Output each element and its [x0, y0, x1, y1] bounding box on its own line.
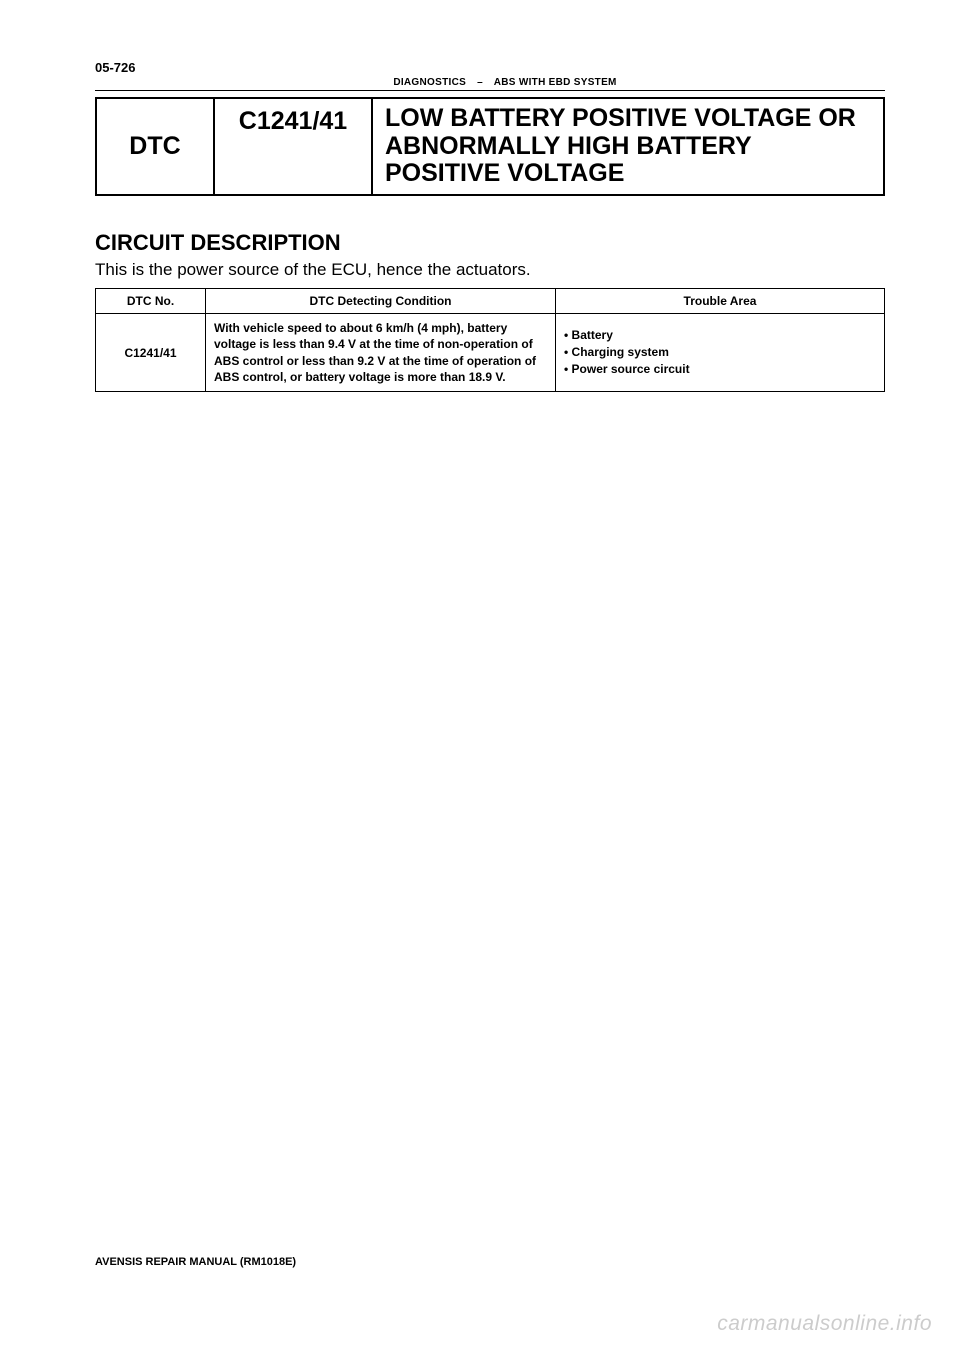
th-trouble-area: Trouble Area: [556, 288, 885, 314]
dtc-title-box: DTC C1241/41 LOW BATTERY POSITIVE VOLTAG…: [95, 97, 885, 196]
td-condition: With vehicle speed to about 6 km/h (4 mp…: [206, 314, 556, 392]
dtc-title-cell: LOW BATTERY POSITIVE VOLTAGE OR ABNORMAL…: [373, 99, 883, 194]
header-left-text: DIAGNOSTICS: [393, 77, 466, 88]
th-dtc-no: DTC No.: [96, 288, 206, 314]
header-dash: –: [477, 77, 483, 88]
page-header: 05-726 DIAGNOSTICS – ABS WITH EBD SYSTEM: [95, 60, 885, 91]
th-detecting-condition: DTC Detecting Condition: [206, 288, 556, 314]
dtc-code-cell: C1241/41: [215, 99, 373, 194]
table-header-row: DTC No. DTC Detecting Condition Trouble …: [96, 288, 885, 314]
area-item: • Power source circuit: [564, 361, 876, 378]
area-item: • Charging system: [564, 344, 876, 361]
footer-text: AVENSIS REPAIR MANUAL (RM1018E): [95, 1256, 296, 1268]
table-row: C1241/41 With vehicle speed to about 6 k…: [96, 314, 885, 392]
td-dtc-no: C1241/41: [96, 314, 206, 392]
area-item: • Battery: [564, 327, 876, 344]
dtc-label-cell: DTC: [97, 99, 215, 194]
section-heading: CIRCUIT DESCRIPTION: [95, 230, 885, 256]
td-trouble-area: • Battery • Charging system • Power sour…: [556, 314, 885, 392]
header-breadcrumb: DIAGNOSTICS – ABS WITH EBD SYSTEM: [125, 77, 885, 88]
watermark: carmanualsonline.info: [717, 1312, 932, 1336]
section-description: This is the power source of the ECU, hen…: [95, 260, 885, 280]
page-number: 05-726: [95, 60, 885, 75]
header-right-text: ABS WITH EBD SYSTEM: [494, 77, 617, 88]
header-line: DIAGNOSTICS – ABS WITH EBD SYSTEM: [95, 77, 885, 91]
dtc-table: DTC No. DTC Detecting Condition Trouble …: [95, 288, 885, 393]
